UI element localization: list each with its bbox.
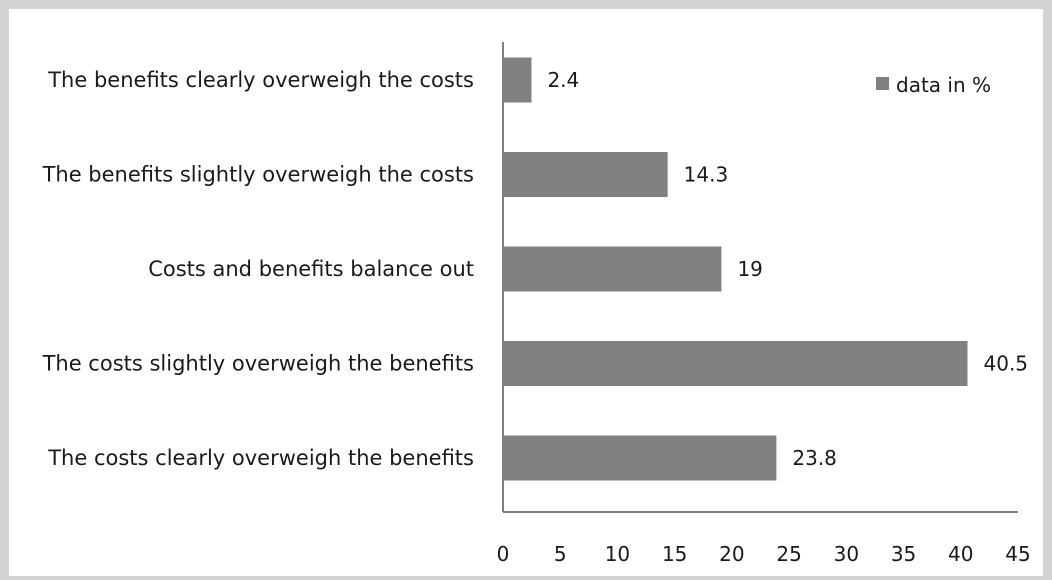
bar <box>504 246 722 292</box>
value-labels: 2.4 14.3 19 40.5 23.8 <box>547 68 1028 470</box>
x-tick-label: 20 <box>719 542 744 566</box>
value-label: 23.8 <box>792 446 837 470</box>
x-tick-label: 40 <box>948 542 973 566</box>
bar <box>504 435 777 481</box>
category-labels: The benefits clearly overweigh the costs… <box>42 68 474 470</box>
value-label: 14.3 <box>684 163 729 187</box>
x-tick-label: 15 <box>662 542 687 566</box>
value-label: 2.4 <box>547 68 579 92</box>
bar <box>504 152 668 197</box>
legend-label: data in % <box>896 73 991 97</box>
x-tick-label: 25 <box>776 542 801 566</box>
legend-swatch <box>876 77 889 90</box>
legend: data in % <box>876 73 991 97</box>
x-tick-label: 0 <box>497 542 510 566</box>
x-tick-label: 5 <box>554 542 567 566</box>
value-label: 19 <box>737 257 762 281</box>
category-label: The benefits clearly overweigh the costs <box>47 68 474 92</box>
x-tick-label: 35 <box>891 542 916 566</box>
category-label: Costs and benefits balance out <box>148 257 474 281</box>
x-tick-label: 30 <box>834 542 859 566</box>
value-label: 40.5 <box>984 352 1029 376</box>
x-tick-label: 10 <box>605 542 630 566</box>
bar <box>504 57 532 103</box>
category-label: The benefits slightly overweigh the cost… <box>42 163 474 187</box>
category-label: The costs clearly overweigh the benefits <box>47 446 474 470</box>
bars-group <box>504 57 968 481</box>
bar <box>504 341 968 386</box>
x-axis-ticks: 0 5 10 15 20 25 30 35 40 45 <box>497 542 1031 566</box>
x-tick-label: 45 <box>1005 542 1030 566</box>
category-label: The costs slightly overweigh the benefit… <box>42 352 474 376</box>
